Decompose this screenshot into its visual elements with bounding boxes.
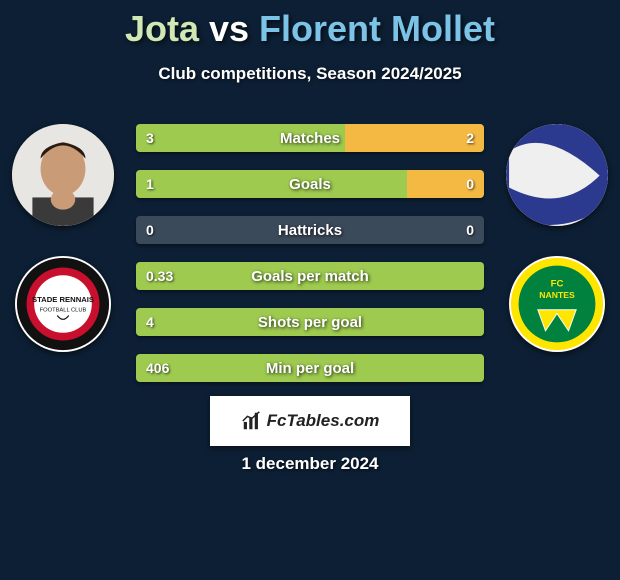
stat-label: Goals: [136, 170, 484, 198]
stat-bar-row: 0.33Goals per match: [136, 262, 484, 290]
stat-label: Goals per match: [136, 262, 484, 290]
stat-bar-row: 32Matches: [136, 124, 484, 152]
stat-label: Shots per goal: [136, 308, 484, 336]
brand-badge: FcTables.com: [210, 396, 410, 446]
player2-name: Florent Mollet: [259, 8, 495, 49]
svg-text:FC: FC: [551, 279, 564, 290]
stat-bar-row: 00Hattricks: [136, 216, 484, 244]
stat-bars-container: 32Matches 10Goals 00Hattricks 0.33Goals per…: [136, 124, 484, 382]
stat-bar-row: 4Shots per goal: [136, 308, 484, 336]
subtitle: Club competitions, Season 2024/2025: [0, 64, 620, 84]
stat-bar-row: 406Min per goal: [136, 354, 484, 382]
svg-text:NANTES: NANTES: [539, 290, 575, 300]
page-title: Jota vs Florent Mollet: [0, 0, 620, 50]
chart-icon: [241, 410, 263, 432]
player1-name: Jota: [125, 8, 199, 49]
stat-label: Hattricks: [136, 216, 484, 244]
vs-label: vs: [209, 8, 249, 49]
stat-label: Matches: [136, 124, 484, 152]
player1-club-badge: STADE RENNAIS FOOTBALL CLUB: [15, 256, 111, 352]
player1-avatar: [12, 124, 114, 226]
player2-club-badge: FC NANTES: [509, 256, 605, 352]
stat-label: Min per goal: [136, 354, 484, 382]
stat-bar-row: 10Goals: [136, 170, 484, 198]
svg-text:STADE RENNAIS: STADE RENNAIS: [32, 295, 94, 304]
brand-text: FcTables.com: [267, 411, 380, 431]
player2-avatar: [506, 124, 608, 226]
footer-date: 1 december 2024: [0, 454, 620, 474]
svg-text:FOOTBALL CLUB: FOOTBALL CLUB: [40, 308, 87, 314]
left-avatar-column: STADE RENNAIS FOOTBALL CLUB: [8, 124, 118, 352]
right-avatar-column: FC NANTES: [502, 124, 612, 352]
